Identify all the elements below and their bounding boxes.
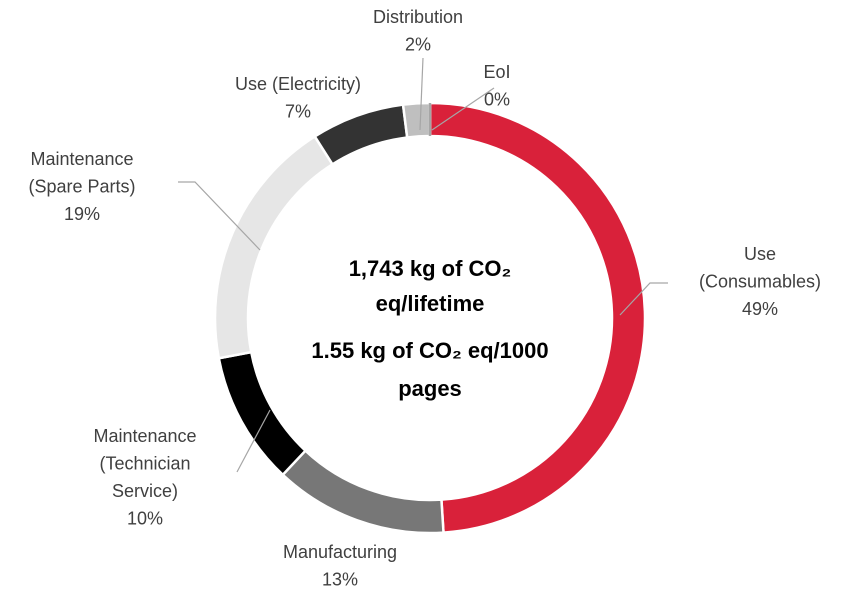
segment-label: Distribution (373, 7, 463, 27)
value-label: 49% (742, 299, 778, 319)
segment-label: Use (Electricity) (235, 74, 361, 94)
donut-segment (313, 103, 409, 167)
donut-segment (213, 134, 335, 360)
donut-segment (217, 350, 308, 477)
donut-segment (401, 101, 432, 139)
leader-line (619, 282, 668, 316)
segment-label: Manufacturing (283, 542, 397, 562)
donut-segment (428, 101, 647, 534)
center-annotation: 1.55 kg of CO₂ eq/1000 pages (311, 338, 548, 401)
segment-label: Use (Consumables) (699, 244, 821, 292)
value-label: 7% (285, 101, 311, 121)
center-annotation: 1,743 kg of CO₂ eq/lifetime (349, 256, 512, 316)
value-label: 10% (127, 508, 163, 528)
value-label: 2% (405, 34, 431, 54)
donut-segment (281, 448, 445, 535)
segment-label: Maintenance (Spare Parts) (28, 149, 135, 197)
leader-line (236, 409, 271, 473)
leader-line (431, 87, 495, 131)
leader-line (178, 181, 261, 251)
leader-line (419, 57, 424, 131)
value-label: 13% (322, 569, 358, 589)
value-label: 19% (64, 204, 100, 224)
segment-label: Maintenance (Technician Service) (93, 426, 196, 501)
segment-label: EoI (483, 62, 510, 82)
value-label: 0% (484, 89, 510, 109)
